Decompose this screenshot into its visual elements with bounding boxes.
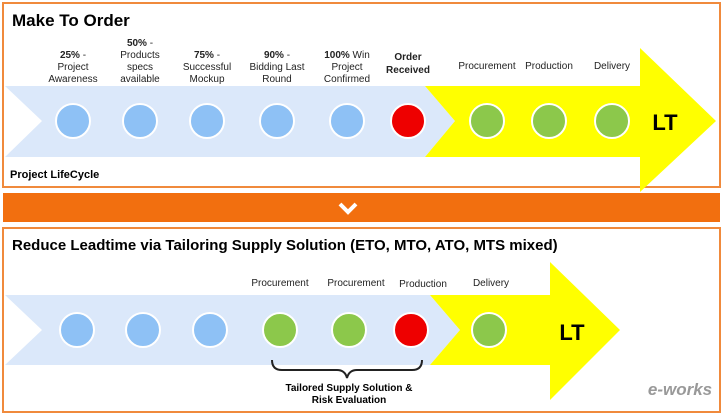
stage-label: 100% Win	[324, 50, 370, 61]
bottom-label: Delivery	[473, 278, 509, 289]
blue-stage-circle	[329, 103, 365, 139]
bottom-label: Production	[399, 279, 447, 290]
stage-label: Successful	[183, 62, 231, 73]
blue-stage-circle	[192, 312, 228, 348]
stage-label: Delivery	[594, 61, 630, 72]
stage-label: Order	[394, 52, 421, 63]
blue-stage-circle	[259, 103, 295, 139]
green-stage-circle	[469, 103, 505, 139]
stage-label: Project	[57, 62, 88, 73]
stage-label: 75% -	[194, 50, 220, 61]
orange-divider	[3, 193, 720, 222]
stage-label: Bidding Last	[249, 62, 304, 73]
top-yellow-arrow	[425, 48, 716, 192]
brace	[271, 359, 423, 379]
stage-label: 25% -	[60, 50, 86, 61]
brace-label-2: Risk Evaluation	[312, 395, 386, 406]
stage-label: available	[120, 74, 160, 85]
stage-label: Products	[120, 50, 159, 61]
bottom-lt-label: LT	[559, 320, 585, 345]
bottom-yellow-arrow	[430, 262, 620, 400]
stage-label: Received	[386, 65, 430, 76]
bottom-label: Procurement	[251, 278, 308, 289]
stage-label: Confirmed	[324, 74, 370, 85]
red-stage-circle	[390, 103, 426, 139]
green-stage-circle	[594, 103, 630, 139]
blue-stage-circle	[125, 312, 161, 348]
stage-label: Awareness	[48, 74, 97, 85]
red-stage-circle	[393, 312, 429, 348]
watermark-logo: e-works	[648, 380, 712, 399]
stage-label: Production	[525, 61, 573, 72]
stage-label: Project	[331, 62, 362, 73]
top-lt-label: LT	[652, 110, 678, 135]
chevron-down-icon	[338, 202, 358, 215]
green-stage-circle	[471, 312, 507, 348]
top-footer: Project LifeCycle	[10, 169, 99, 181]
bottom-label: Procurement	[327, 278, 384, 289]
stage-label: Mockup	[189, 74, 224, 85]
brace-label-1: Tailored Supply Solution &	[285, 383, 412, 394]
blue-stage-circle	[189, 103, 225, 139]
top-title: Make To Order	[12, 11, 130, 30]
stage-label: 90% -	[264, 50, 290, 61]
bottom-title: Reduce Leadtime via Tailoring Supply Sol…	[12, 237, 558, 254]
green-stage-circle	[331, 312, 367, 348]
blue-stage-circle	[55, 103, 91, 139]
green-stage-circle	[262, 312, 298, 348]
blue-stage-circle	[122, 103, 158, 139]
stage-label: Procurement	[458, 61, 515, 72]
blue-stage-circle	[59, 312, 95, 348]
stage-label: 50% -	[127, 38, 153, 49]
stage-label: specs	[127, 62, 153, 73]
stage-label: Round	[262, 74, 291, 85]
green-stage-circle	[531, 103, 567, 139]
